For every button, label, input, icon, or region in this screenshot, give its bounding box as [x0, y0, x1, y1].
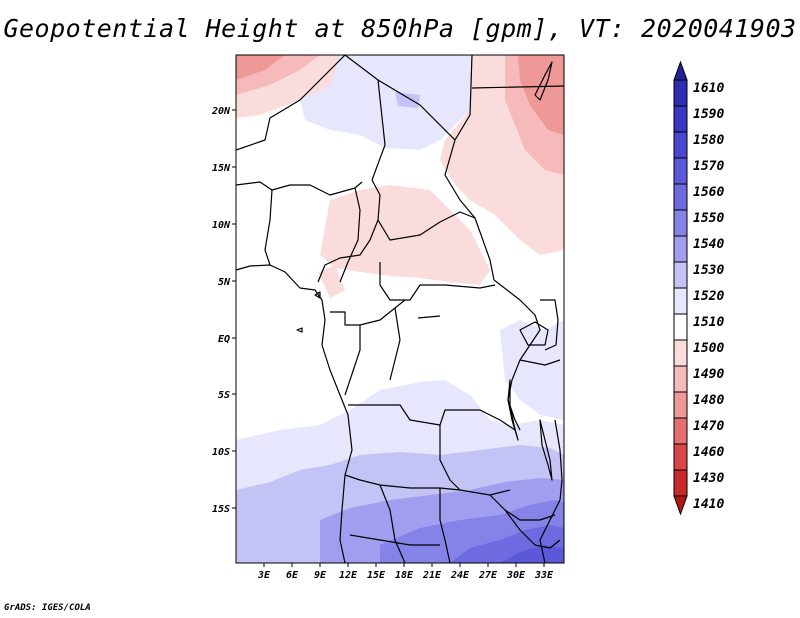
- colorbar-cap-bottom: [673, 495, 688, 516]
- colorbar: [673, 60, 688, 516]
- colorbar-label: 1510: [693, 315, 724, 330]
- colorbar-segment: [673, 313, 688, 341]
- colorbar-cap-top: [673, 60, 688, 81]
- lat-label-EQ: EQ: [218, 334, 230, 345]
- lat-label-15N: 15N: [212, 163, 231, 174]
- colorbar-segment: [673, 443, 688, 471]
- longitude-axis: [263, 563, 545, 567]
- colorbar-label: 1410: [693, 497, 724, 512]
- lat-label-10N: 10N: [212, 220, 231, 231]
- lon-label-6E: 6E: [286, 570, 299, 581]
- lon-label-27E: 27E: [478, 570, 498, 581]
- lon-label-18E: 18E: [395, 570, 414, 581]
- colorbar-segment: [673, 469, 688, 497]
- lat-label-5S: 5S: [218, 390, 230, 401]
- lat-label-5N: 5N: [218, 277, 231, 288]
- lat-label-20N: 20N: [211, 106, 231, 117]
- colorbar-label: 1590: [693, 107, 724, 122]
- map-title: Geopotential Height at 850hPa [gpm], VT:…: [3, 14, 797, 43]
- lon-label-33E: 33E: [534, 570, 554, 581]
- colorbar-segment: [673, 183, 688, 211]
- colorbar-segment: [673, 79, 688, 107]
- colorbar-label: 1540: [693, 237, 724, 252]
- colorbar-segment: [673, 209, 688, 237]
- colorbar-label: 1460: [693, 445, 724, 460]
- colorbar-segment: [673, 417, 688, 445]
- colorbar-segment: [673, 131, 688, 159]
- colorbar-label: 1610: [693, 81, 724, 96]
- colorbar-label: 1550: [693, 211, 724, 226]
- colorbar-segment: [673, 261, 688, 289]
- colorbar-label: 1500: [693, 341, 724, 356]
- lat-label-15S: 15S: [212, 504, 230, 515]
- colorbar-segment: [673, 105, 688, 133]
- colorbar-label: 1480: [693, 393, 724, 408]
- lon-label-24E: 24E: [450, 570, 470, 581]
- lon-label-9E: 9E: [314, 570, 327, 581]
- colorbar-label: 1580: [693, 133, 724, 148]
- colorbar-label: 1570: [693, 159, 724, 174]
- colorbar-segment: [673, 391, 688, 419]
- colorbar-segment: [673, 235, 688, 263]
- colorbar-segment: [673, 287, 688, 315]
- lat-label-10S: 10S: [212, 447, 230, 458]
- latitude-axis: [232, 109, 236, 509]
- lon-label-3E: 3E: [257, 570, 271, 581]
- geopotential-field: [236, 55, 564, 563]
- colorbar-segment: [673, 339, 688, 367]
- colorbar-label: 1530: [693, 263, 724, 278]
- colorbar-segment: [673, 157, 688, 185]
- lon-label-15E: 15E: [367, 570, 386, 581]
- colorbar-segment: [673, 365, 688, 393]
- colorbar-label: 1520: [693, 289, 724, 304]
- colorbar-label: 1560: [693, 185, 724, 200]
- map-frame: [235, 54, 565, 564]
- colorbar-label: 1430: [693, 471, 724, 486]
- lon-label-30E: 30E: [506, 570, 526, 581]
- lon-label-21E: 21E: [422, 570, 442, 581]
- colorbar-label: 1470: [693, 419, 724, 434]
- colorbar-label: 1490: [693, 367, 724, 382]
- lon-label-12E: 12E: [339, 570, 358, 581]
- grads-credit: GrADS: IGES/COLA: [4, 603, 91, 613]
